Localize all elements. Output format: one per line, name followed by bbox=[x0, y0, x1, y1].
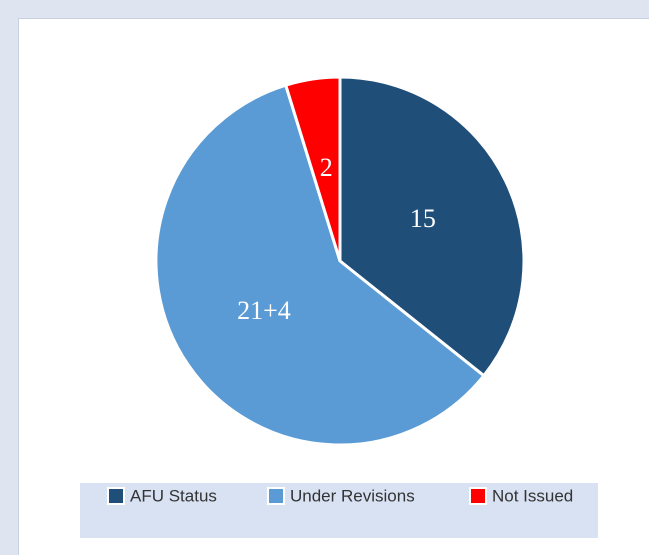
slice-label: 15 bbox=[410, 204, 436, 233]
pie-slice bbox=[154, 83, 486, 447]
legend-swatch bbox=[469, 487, 487, 505]
pie-slice bbox=[283, 75, 342, 262]
legend-box bbox=[80, 483, 598, 538]
legend-label: AFU Status bbox=[130, 486, 217, 505]
legend-label: Not Issued bbox=[492, 486, 573, 505]
legend-swatch bbox=[267, 487, 285, 505]
slice-label: 21+4 bbox=[237, 296, 291, 325]
slice-label: 2 bbox=[320, 153, 333, 182]
legend-label: Under Revisions bbox=[290, 486, 415, 505]
legend-swatch bbox=[107, 487, 125, 505]
pie-slice bbox=[338, 75, 526, 378]
